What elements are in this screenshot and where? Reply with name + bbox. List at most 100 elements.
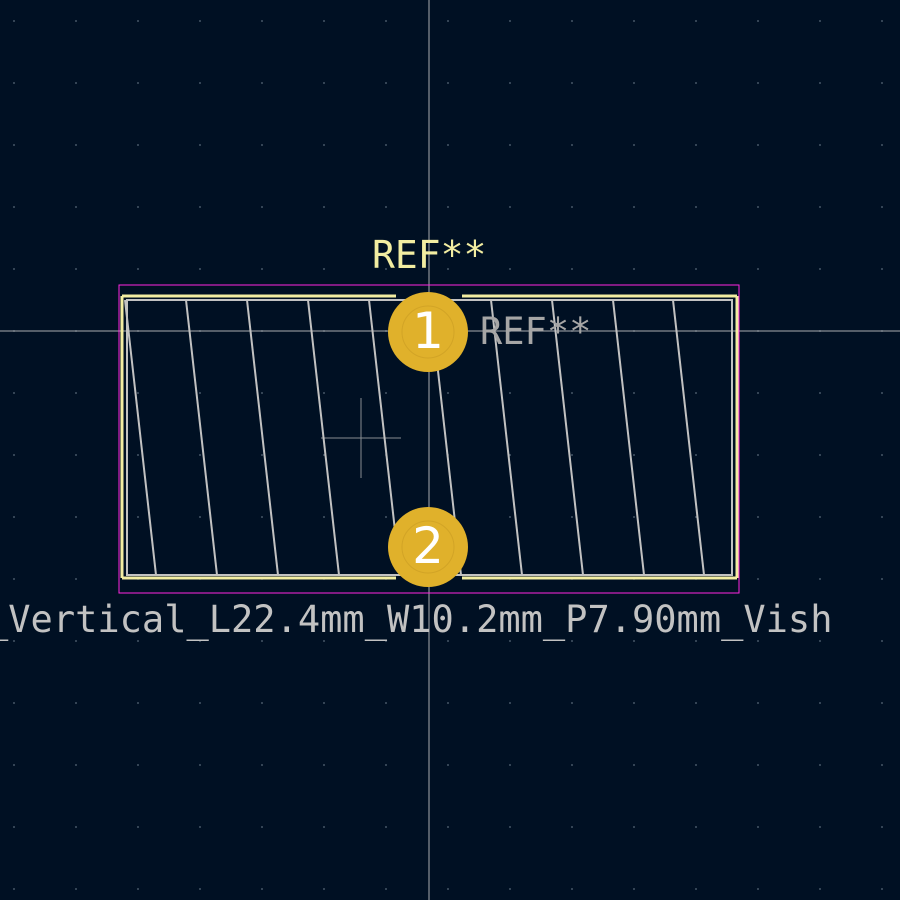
grid-dot xyxy=(509,702,511,704)
grid-dot xyxy=(199,268,201,270)
grid-dot xyxy=(757,764,759,766)
footprint-value-text[interactable]: _Vertical_L22.4mm_W10.2mm_P7.90mm_Vish xyxy=(0,597,900,643)
grid-dot xyxy=(695,826,697,828)
grid-dot xyxy=(385,702,387,704)
grid-dot xyxy=(757,640,759,642)
grid-dot xyxy=(385,20,387,22)
grid-dot xyxy=(881,826,883,828)
grid-dot xyxy=(13,82,15,84)
grid-dot xyxy=(881,516,883,518)
grid-dot xyxy=(13,20,15,22)
grid-dot xyxy=(199,826,201,828)
grid-dot xyxy=(757,268,759,270)
grid-dot xyxy=(695,392,697,394)
grid-dot xyxy=(633,206,635,208)
grid-dot xyxy=(571,764,573,766)
grid-dot xyxy=(447,20,449,22)
grid-dot xyxy=(571,826,573,828)
grid-dot xyxy=(509,268,511,270)
grid-dot xyxy=(75,82,77,84)
grid-dot xyxy=(261,82,263,84)
grid-dot xyxy=(261,144,263,146)
grid-dot xyxy=(323,640,325,642)
grid-dot xyxy=(819,888,821,890)
grid-dot xyxy=(385,826,387,828)
grid-dot xyxy=(571,392,573,394)
grid-dot xyxy=(881,392,883,394)
grid-dot xyxy=(137,454,139,456)
silkscreen-outline xyxy=(120,294,739,580)
grid-dot xyxy=(199,206,201,208)
grid-dot xyxy=(447,82,449,84)
grid-dot xyxy=(261,826,263,828)
grid-dot xyxy=(881,268,883,270)
grid-dot xyxy=(695,640,697,642)
grid-dot xyxy=(137,702,139,704)
grid-dot xyxy=(75,764,77,766)
grid-dot xyxy=(323,392,325,394)
grid-dot xyxy=(385,144,387,146)
grid-dot xyxy=(633,454,635,456)
grid-dot xyxy=(571,268,573,270)
grid-dot xyxy=(509,516,511,518)
grid-dot xyxy=(695,702,697,704)
grid-dot xyxy=(385,516,387,518)
reference-designator-fab[interactable]: REF** xyxy=(480,310,592,353)
grid-dot xyxy=(75,640,77,642)
grid-dot xyxy=(571,82,573,84)
grid-dot xyxy=(571,888,573,890)
grid-dot xyxy=(323,826,325,828)
grid-dot xyxy=(137,392,139,394)
grid-dot xyxy=(757,516,759,518)
pad-2-drill xyxy=(401,520,455,574)
grid-dot xyxy=(571,144,573,146)
grid-dot xyxy=(385,392,387,394)
grid-dot xyxy=(261,516,263,518)
grid-dot xyxy=(13,702,15,704)
grid-dot xyxy=(199,82,201,84)
pad-2-number: 2 xyxy=(412,517,444,575)
grid-dot xyxy=(509,144,511,146)
grid-dot xyxy=(323,144,325,146)
grid-dot xyxy=(137,516,139,518)
footprint-value-label: _Vertical_L22.4mm_W10.2mm_P7.90mm_Vish xyxy=(0,598,833,641)
grid-dot xyxy=(75,268,77,270)
grid-dot xyxy=(819,702,821,704)
grid-dot xyxy=(447,702,449,704)
grid-dot xyxy=(633,392,635,394)
grid-dot xyxy=(199,392,201,394)
grid-dot xyxy=(323,20,325,22)
grid-dot xyxy=(757,454,759,456)
grid-dot xyxy=(261,268,263,270)
grid-dot xyxy=(323,888,325,890)
reference-designator-silkscreen[interactable]: REF** xyxy=(372,233,487,277)
grid-dot xyxy=(633,144,635,146)
grid-dot xyxy=(695,144,697,146)
grid-dot xyxy=(819,82,821,84)
grid-dot xyxy=(819,206,821,208)
grid-dot xyxy=(881,764,883,766)
hatch-line xyxy=(490,299,523,576)
courtyard-outline xyxy=(118,284,740,594)
hatch-line xyxy=(246,299,279,576)
grid-dot xyxy=(75,516,77,518)
grid-dot xyxy=(881,888,883,890)
grid-dot xyxy=(385,764,387,766)
grid-dot xyxy=(819,268,821,270)
grid-dot xyxy=(509,82,511,84)
grid-dot xyxy=(385,206,387,208)
grid-dot xyxy=(881,454,883,456)
grid-dot xyxy=(819,454,821,456)
grid-dot xyxy=(509,888,511,890)
grid-dot xyxy=(571,454,573,456)
grid-dot xyxy=(75,702,77,704)
grid-dot xyxy=(199,640,201,642)
grid-dot xyxy=(75,578,77,580)
grid-dot xyxy=(199,888,201,890)
grid-dot xyxy=(633,20,635,22)
grid-dot xyxy=(385,268,387,270)
grid-dot xyxy=(447,206,449,208)
grid-dot xyxy=(13,888,15,890)
grid-dot xyxy=(13,516,15,518)
